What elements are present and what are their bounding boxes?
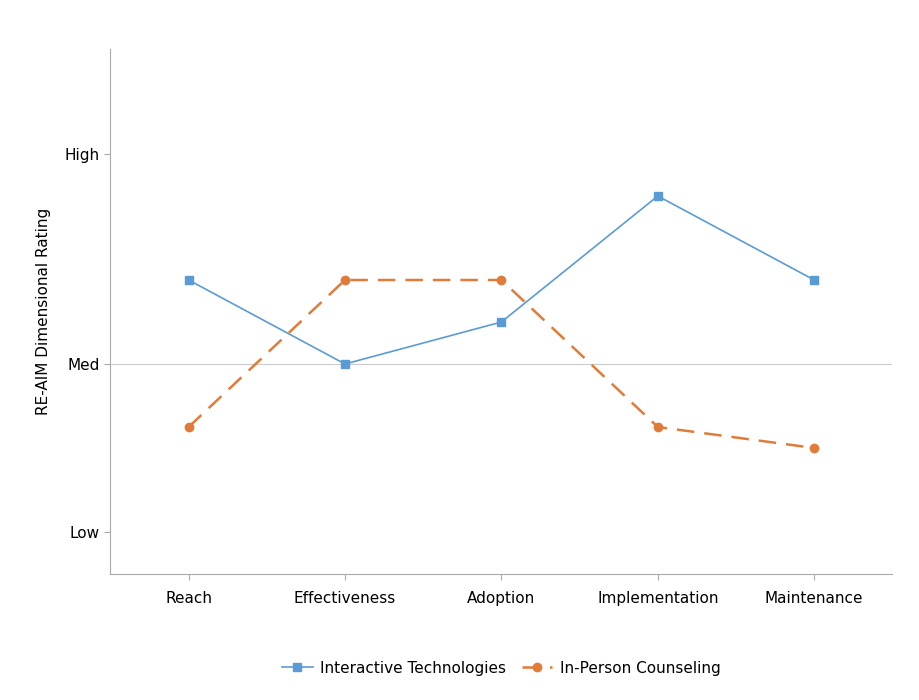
Y-axis label: RE-AIM Dimensional Rating: RE-AIM Dimensional Rating bbox=[36, 208, 51, 415]
In-Person Counseling bbox=[495, 276, 506, 284]
Interactive Technologies bbox=[495, 318, 506, 326]
Line: Interactive Technologies: Interactive Technologies bbox=[184, 192, 818, 368]
Legend: Interactive Technologies, In-Person Counseling: Interactive Technologies, In-Person Coun… bbox=[276, 654, 726, 682]
Interactive Technologies bbox=[339, 360, 350, 368]
Interactive Technologies bbox=[808, 276, 819, 284]
In-Person Counseling bbox=[652, 423, 663, 431]
Line: In-Person Counseling: In-Person Counseling bbox=[184, 276, 818, 452]
Interactive Technologies bbox=[652, 192, 663, 200]
Interactive Technologies bbox=[183, 276, 194, 284]
In-Person Counseling bbox=[183, 423, 194, 431]
In-Person Counseling bbox=[339, 276, 350, 284]
In-Person Counseling bbox=[808, 444, 819, 452]
